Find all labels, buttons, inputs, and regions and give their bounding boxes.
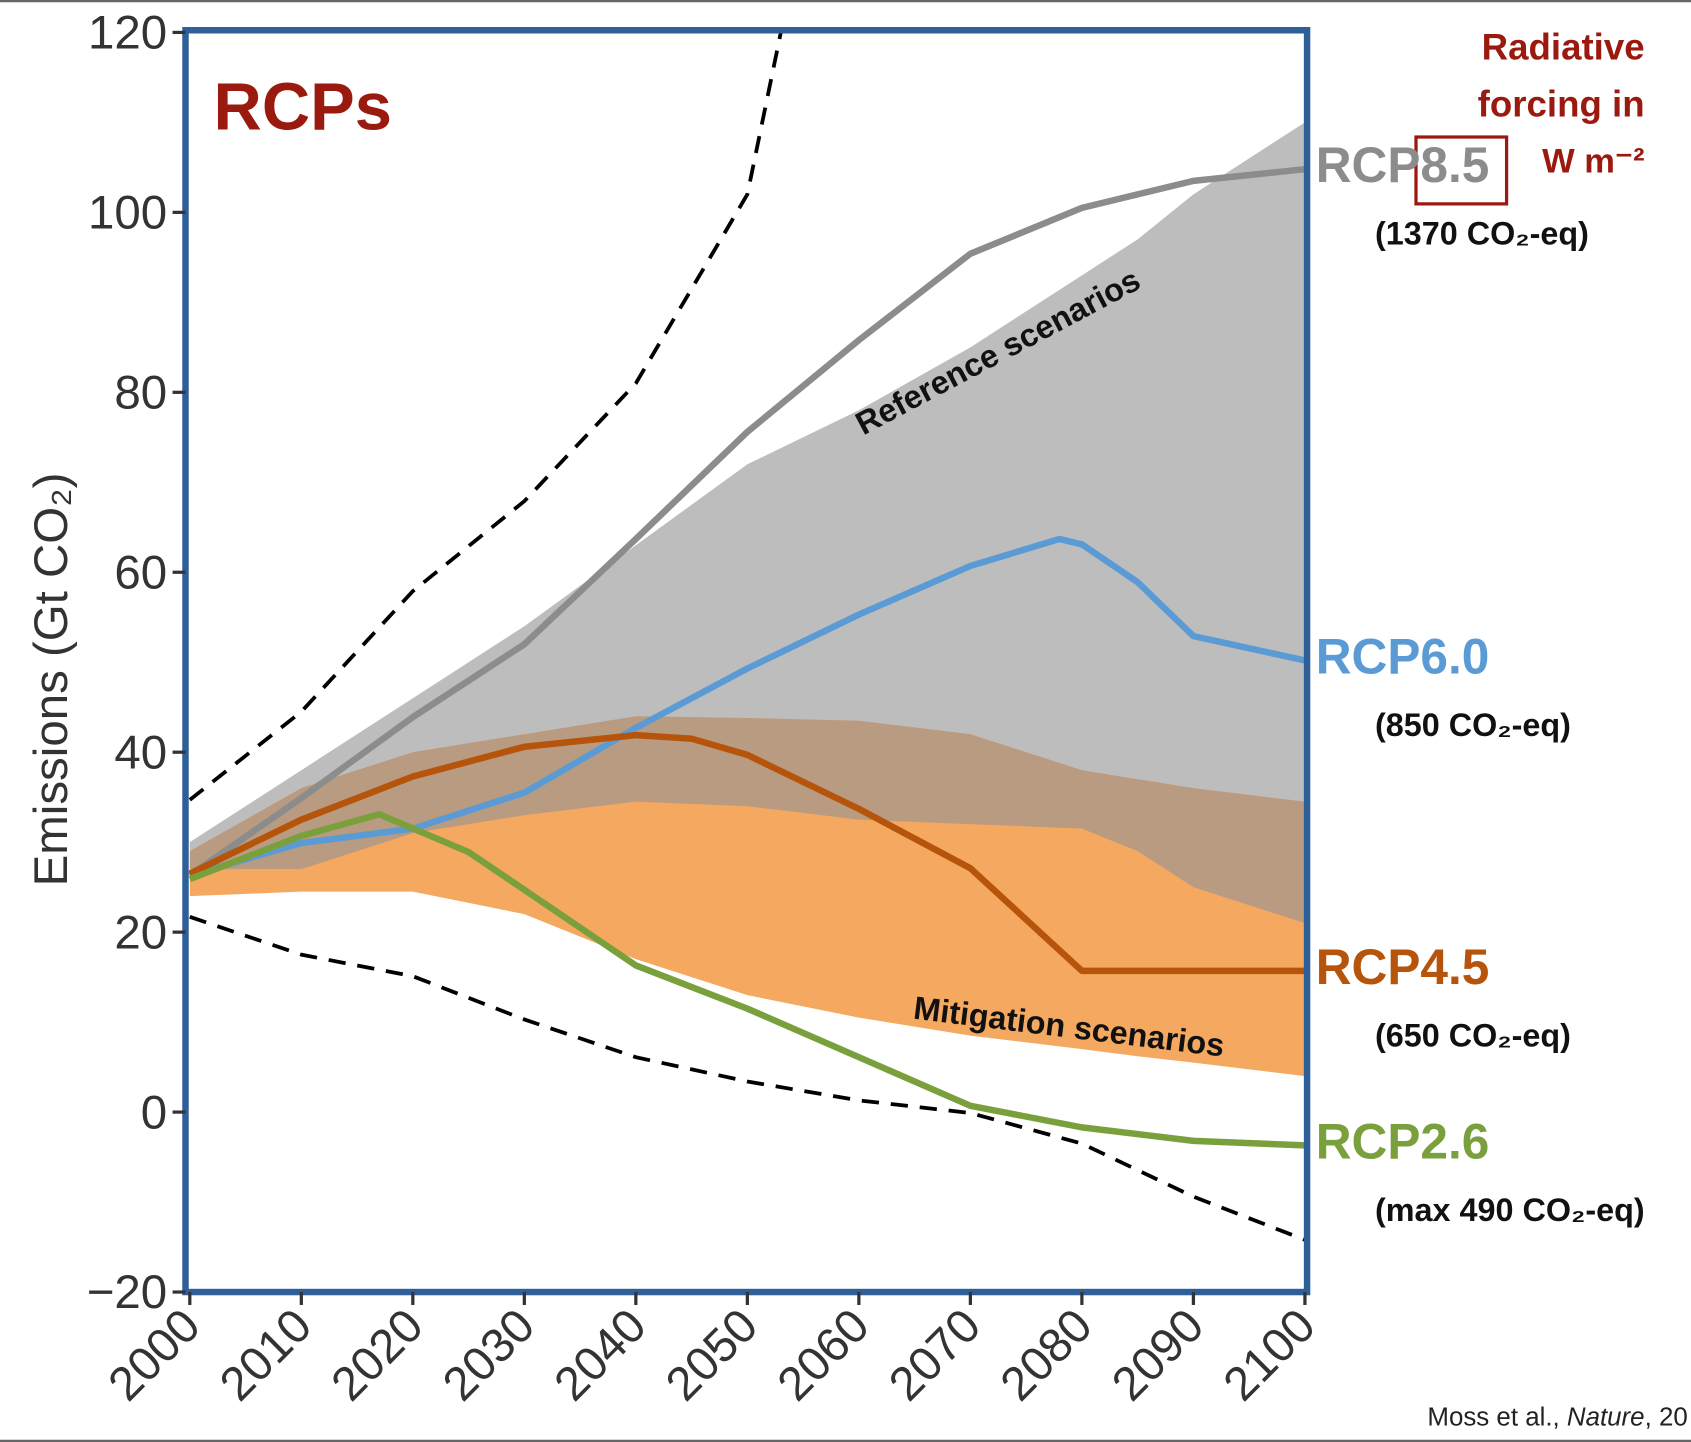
y-tick-label: 0 [141, 1086, 167, 1139]
plot-area [187, 32, 1306, 1242]
x-tick-label: 2040 [544, 1299, 656, 1411]
series-label: RCP4.5 [1316, 939, 1490, 995]
y-tick-label: 120 [88, 7, 167, 60]
band [189, 122, 1305, 924]
series-note: (850 CO₂-eq) [1375, 707, 1571, 743]
y-tick-label: 40 [114, 726, 167, 779]
x-tick-label: 2030 [433, 1299, 545, 1411]
x-tick-label: 2050 [656, 1299, 768, 1411]
series-note: (650 CO₂-eq) [1375, 1017, 1571, 1053]
y-tick-label: 20 [114, 906, 167, 959]
x-tick-label: 2010 [210, 1299, 322, 1411]
x-tick-label: 2080 [991, 1299, 1103, 1411]
side-title: W m⁻² [1542, 143, 1645, 181]
y-tick-label: 100 [88, 187, 167, 240]
series-note: (1370 CO₂-eq) [1375, 216, 1589, 252]
x-tick-label: 2020 [321, 1299, 433, 1411]
series-line [187, 165, 1306, 879]
series-label: RCP6.0 [1316, 628, 1490, 684]
y-axis-label: Emissions (Gt CO₂) [25, 473, 78, 887]
chart-title: RCPs [214, 69, 392, 144]
y-tick-label: 80 [114, 366, 167, 419]
side-title: forcing in [1478, 84, 1645, 125]
bound-line [189, 915, 1306, 1242]
source-part: , 20 [1645, 1404, 1688, 1432]
x-tick-label: 2100 [1214, 1299, 1326, 1411]
series-line [188, 811, 1306, 1149]
y-tick-label: 60 [114, 546, 167, 599]
x-tick-label: 2070 [879, 1299, 991, 1411]
source-part: Moss et al., [1427, 1404, 1566, 1432]
side-title: Radiative [1482, 26, 1645, 67]
series-line [188, 731, 1305, 975]
source-part: Nature [1567, 1404, 1645, 1432]
series-note: (max 490 CO₂-eq) [1375, 1192, 1645, 1228]
bound-line [188, 32, 783, 802]
highlight-box [1414, 135, 1509, 206]
y-tick-label: −20 [87, 1266, 167, 1319]
source: Moss et al., Nature, 20 [1427, 1404, 1687, 1432]
series-label: RCP2.6 [1316, 1113, 1490, 1169]
series-label: RCP8.5 [1316, 137, 1490, 193]
x-tick-label: 2060 [767, 1299, 879, 1411]
x-tick-label: 2090 [1102, 1299, 1214, 1411]
